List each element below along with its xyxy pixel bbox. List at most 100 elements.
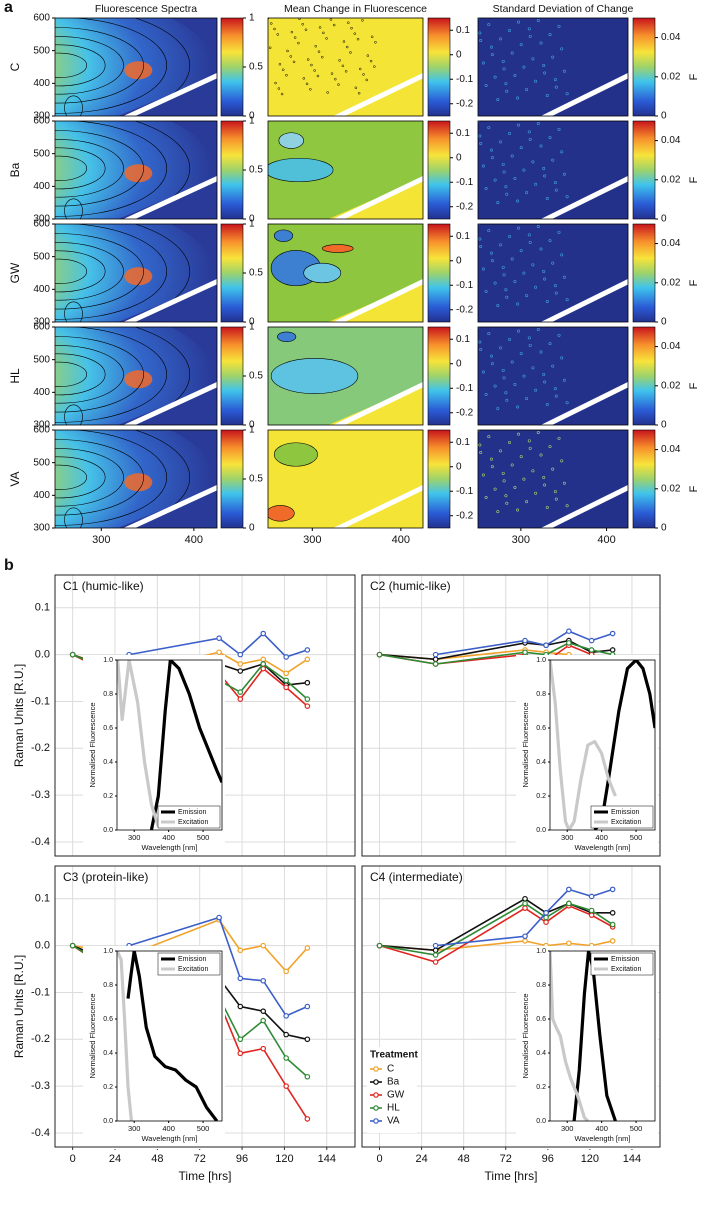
contour-plot (55, 224, 217, 322)
noise-speck (522, 271, 526, 275)
data-point (609, 886, 616, 893)
y-tick-label: 600 (33, 425, 50, 436)
noise-speck (365, 78, 368, 82)
noise-speck (551, 364, 555, 368)
rayleigh-region (117, 487, 217, 528)
contour-line (55, 224, 167, 320)
y-tick-label: 500 (33, 354, 50, 365)
contour-plot (55, 121, 217, 219)
data-point (609, 647, 616, 653)
chart-frame (54, 865, 356, 1148)
noise-speck (545, 402, 549, 406)
rayleigh-region (117, 384, 217, 425)
data-point (588, 647, 595, 653)
inset-frame (549, 659, 656, 831)
legend-label: Excitation (178, 966, 208, 973)
noise-speck (341, 64, 345, 68)
noise-speck (562, 172, 566, 176)
noise-speck (542, 269, 546, 273)
noise-speck (536, 18, 540, 22)
noise-speck (510, 257, 514, 261)
colorbar-tick-label: -0.2 (456, 407, 474, 418)
spectrum-line (117, 660, 160, 828)
noise-speck (527, 439, 531, 443)
noise-speck (560, 253, 564, 257)
colorbar-label: F (688, 176, 700, 183)
noise-speck (548, 445, 552, 449)
colorbar-tick-label: 0.5 (249, 62, 263, 73)
data-point (283, 1013, 289, 1019)
y-tick-label: 500 (33, 148, 50, 159)
noise-speck (545, 196, 549, 200)
x-tick-label: 144 (318, 1153, 336, 1165)
noise-speck (543, 380, 547, 384)
inset-y-tick-label: 0.4 (536, 1050, 546, 1057)
contour-line (55, 139, 124, 198)
noise-speck (502, 479, 506, 483)
noise-speck (353, 32, 357, 35)
colorbar (220, 17, 244, 117)
noise-speck (531, 160, 535, 164)
noise-speck (553, 78, 557, 82)
noise-speck (290, 30, 294, 34)
noise-speck (545, 93, 549, 97)
y-tick-label: 300 (33, 523, 50, 534)
colorbar (220, 120, 244, 220)
noise-speck (553, 490, 557, 494)
data-point (588, 907, 595, 914)
data-point (237, 1050, 244, 1057)
noise-speck (268, 46, 272, 50)
y-tick-label: 300 (33, 420, 50, 431)
y-axis-label: Raman Units [R.U.] (12, 664, 26, 767)
noise-speck (507, 440, 511, 444)
noise-speck (528, 240, 532, 244)
plot-frame (54, 429, 218, 529)
data-point (432, 959, 439, 965)
data-point (609, 938, 616, 944)
noise-speck (527, 233, 531, 237)
noise-speck (527, 130, 531, 134)
noise-speck (489, 354, 493, 358)
row-label: GW (8, 262, 22, 283)
inset-x-tick-label: 400 (162, 1124, 175, 1133)
noise-speck (522, 65, 526, 69)
series-line (128, 632, 308, 658)
data-point (283, 654, 289, 660)
colorbar (220, 326, 244, 426)
y-tick-label: 400 (33, 78, 50, 89)
inset-x-label: Wavelength [nm] (575, 843, 631, 852)
noise-speck (525, 500, 529, 504)
noise-speck (504, 494, 508, 498)
data-point (588, 893, 595, 900)
contour-line (55, 27, 144, 104)
noise-speck (554, 188, 558, 192)
noise-speck (493, 281, 497, 285)
noise-speck (534, 285, 538, 289)
noise-speck (298, 18, 301, 21)
colorbar (427, 326, 451, 426)
inset-y-tick-label: 0.0 (536, 827, 546, 834)
noise-speck (513, 382, 517, 386)
colorbar-tick-label: 0 (661, 523, 667, 534)
contour-line (55, 353, 106, 396)
data-point (237, 651, 244, 658)
colorbar-tick-label: 0.1 (456, 231, 470, 242)
colorbar-label: F (688, 382, 700, 389)
noise-speck (505, 89, 509, 93)
data-point (304, 1036, 311, 1043)
spectrum-line (117, 951, 134, 1121)
data-point (260, 1017, 267, 1024)
x-tick-label: 144 (623, 1153, 641, 1165)
plot-frame (477, 17, 629, 117)
inset-y-tick-label: 0.0 (536, 1118, 546, 1125)
noise-speck (487, 332, 491, 336)
contour-line (55, 18, 167, 114)
noise-speck (534, 79, 538, 83)
noise-speck (498, 346, 502, 350)
inset-y-tick-label: 0.2 (103, 1084, 113, 1091)
contour-line (55, 464, 87, 491)
inset-frame (116, 950, 223, 1122)
colorbar (427, 223, 451, 323)
noise-speck (342, 40, 346, 43)
data-point (237, 1036, 244, 1043)
